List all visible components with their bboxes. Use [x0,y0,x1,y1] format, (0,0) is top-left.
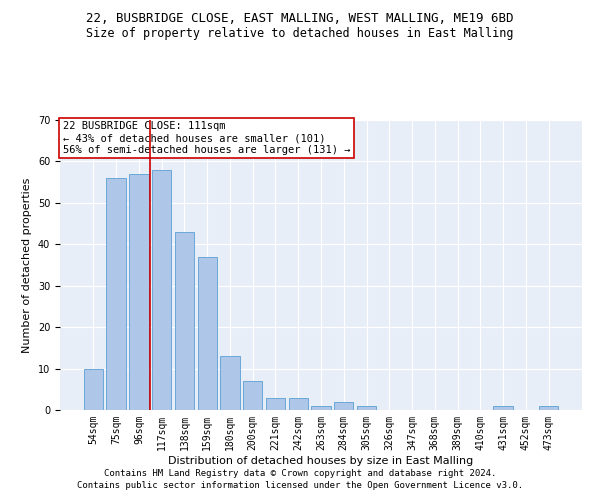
Bar [129,174,149,410]
Bar [266,398,285,410]
Bar [106,178,126,410]
Bar [243,381,262,410]
Bar [311,406,331,410]
Text: Contains HM Land Registry data © Crown copyright and database right 2024.: Contains HM Land Registry data © Crown c… [104,468,496,477]
Bar [289,398,308,410]
Text: Contains public sector information licensed under the Open Government Licence v3: Contains public sector information licen… [77,481,523,490]
Bar [84,368,103,410]
Y-axis label: Number of detached properties: Number of detached properties [22,178,32,352]
Bar [357,406,376,410]
Text: 22 BUSBRIDGE CLOSE: 111sqm
← 43% of detached houses are smaller (101)
56% of sem: 22 BUSBRIDGE CLOSE: 111sqm ← 43% of deta… [62,122,350,154]
Text: 22, BUSBRIDGE CLOSE, EAST MALLING, WEST MALLING, ME19 6BD: 22, BUSBRIDGE CLOSE, EAST MALLING, WEST … [86,12,514,26]
Bar [220,356,239,410]
Bar [197,256,217,410]
X-axis label: Distribution of detached houses by size in East Malling: Distribution of detached houses by size … [169,456,473,466]
Bar [152,170,172,410]
Bar [334,402,353,410]
Bar [493,406,513,410]
Text: Size of property relative to detached houses in East Malling: Size of property relative to detached ho… [86,28,514,40]
Bar [175,232,194,410]
Bar [539,406,558,410]
